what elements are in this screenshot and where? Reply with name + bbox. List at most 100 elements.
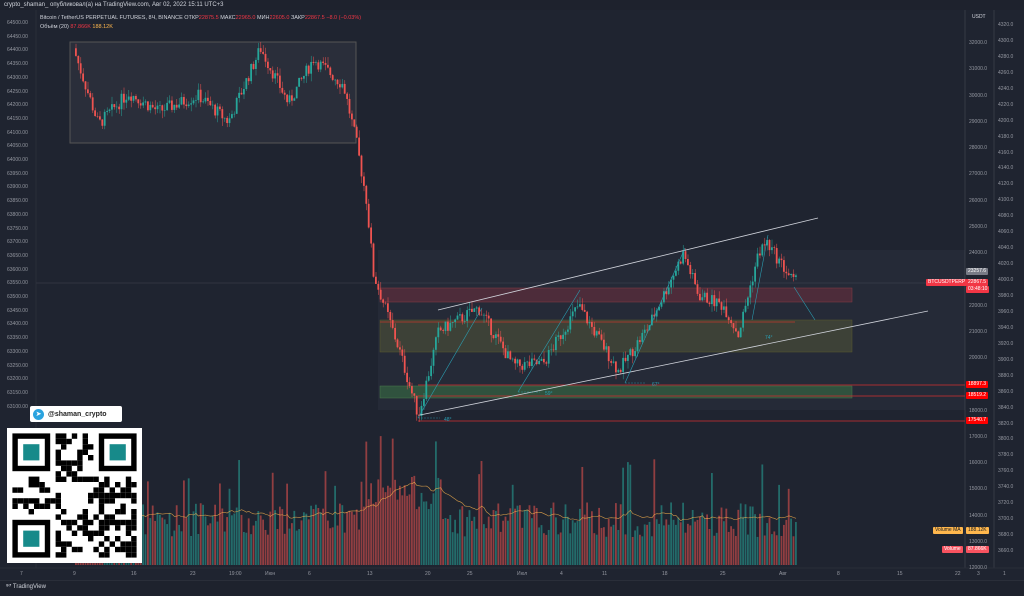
volume-bar — [699, 516, 701, 565]
candle — [183, 97, 185, 105]
volume-bar — [420, 492, 423, 565]
volume-bar — [231, 515, 233, 565]
level-tag: 18519.2 — [966, 392, 989, 399]
volume-bar — [163, 519, 166, 565]
volume-bar — [324, 471, 327, 565]
volume-bar — [358, 529, 360, 565]
candle — [363, 176, 365, 186]
candle — [461, 314, 464, 322]
volume-bar — [437, 477, 440, 565]
left-axis-tick: 64200.00 — [7, 102, 28, 109]
telegram-badge[interactable]: ➤ @shaman_crypto — [30, 406, 122, 422]
volume-bar — [480, 460, 483, 565]
candle — [720, 302, 723, 310]
volume-bar — [603, 527, 605, 565]
qr-module — [61, 519, 67, 526]
volume-bar — [526, 509, 528, 565]
candle — [607, 346, 610, 362]
volume-bar — [257, 511, 260, 565]
qr-module — [82, 438, 88, 445]
volume-bar — [367, 499, 370, 565]
candle — [730, 320, 732, 324]
time-axis-tick: 8 — [837, 571, 840, 577]
volume-bar — [267, 534, 269, 565]
currency-label: USDT — [972, 14, 986, 20]
volume-bar — [317, 507, 320, 565]
volume-bar — [214, 504, 216, 565]
qr-module — [131, 482, 137, 488]
volume-value: 87.866K — [70, 24, 91, 30]
volume-bar — [396, 499, 399, 565]
candle — [588, 322, 591, 324]
candle — [759, 253, 761, 256]
low-value: 22605.0 — [269, 15, 290, 21]
candle — [591, 322, 593, 327]
qr-module — [82, 476, 88, 482]
candle — [763, 244, 766, 246]
angle-line — [751, 234, 769, 321]
volume-bar — [567, 516, 569, 565]
angle-label: 74° — [765, 335, 773, 341]
volume-bar — [792, 536, 795, 565]
candle — [77, 55, 80, 64]
volume-bar — [747, 534, 749, 565]
qr-module — [55, 498, 61, 504]
volume-bar — [403, 485, 406, 565]
volume-bar — [639, 534, 641, 565]
volume-bar — [547, 529, 550, 565]
volume-bar — [415, 509, 418, 565]
candle — [550, 349, 552, 351]
volume-bar — [365, 441, 368, 565]
left-axis-tick: 63650.00 — [7, 252, 28, 259]
qr-module — [109, 519, 115, 526]
candle — [223, 117, 226, 119]
volume-bar — [456, 533, 459, 565]
left-axis-tick: 63750.00 — [7, 225, 28, 232]
secondary-axis-tick: 3700.0 — [998, 516, 1014, 523]
candle — [341, 83, 344, 88]
volume-bar — [761, 464, 764, 565]
qr-module — [34, 476, 40, 482]
symbol-name[interactable]: Bitcoin / TetherUS PERPETUAL FUTURES, 8Ч… — [40, 15, 183, 21]
qr-module — [115, 482, 121, 488]
left-axis-tick: 63850.00 — [7, 198, 28, 205]
time-axis-tick: 6 — [308, 571, 311, 577]
qr-module — [98, 503, 105, 509]
candle — [84, 81, 87, 90]
volume-bar — [727, 531, 730, 565]
tradingview-logo[interactable]: ⁹⁷ TradingView — [6, 584, 46, 590]
qr-module — [88, 455, 94, 461]
qr-module — [104, 546, 110, 553]
candle — [411, 386, 413, 394]
volume-bar — [339, 503, 341, 565]
qr-module — [88, 492, 94, 499]
volume-bar — [634, 530, 636, 565]
qr-module — [104, 536, 110, 542]
qr-finder — [109, 444, 126, 461]
volume-bar — [372, 503, 375, 565]
qr-module — [125, 552, 132, 558]
qr-module — [93, 546, 99, 553]
candle — [243, 89, 245, 95]
candle — [569, 316, 572, 330]
qr-module — [120, 503, 126, 509]
qr-module — [104, 519, 110, 526]
candle — [103, 111, 106, 126]
volume-bar — [653, 459, 656, 565]
volume-bar — [444, 518, 447, 565]
candle — [377, 283, 380, 290]
qr-module — [120, 487, 126, 493]
candle — [523, 362, 526, 370]
angle-line — [793, 286, 816, 321]
volume-bar — [701, 512, 704, 565]
chart-canvas[interactable] — [0, 0, 1024, 580]
volume-legend[interactable]: Объём (20) 87.866K 188.12K — [40, 24, 113, 30]
volume-bar — [538, 527, 540, 565]
candle — [324, 63, 327, 65]
volume-bar — [509, 508, 512, 565]
candle — [459, 314, 461, 316]
price-axis-tick: 26000.0 — [969, 197, 988, 204]
candle — [175, 104, 178, 108]
candle — [101, 119, 104, 126]
volume-bar — [468, 510, 471, 565]
